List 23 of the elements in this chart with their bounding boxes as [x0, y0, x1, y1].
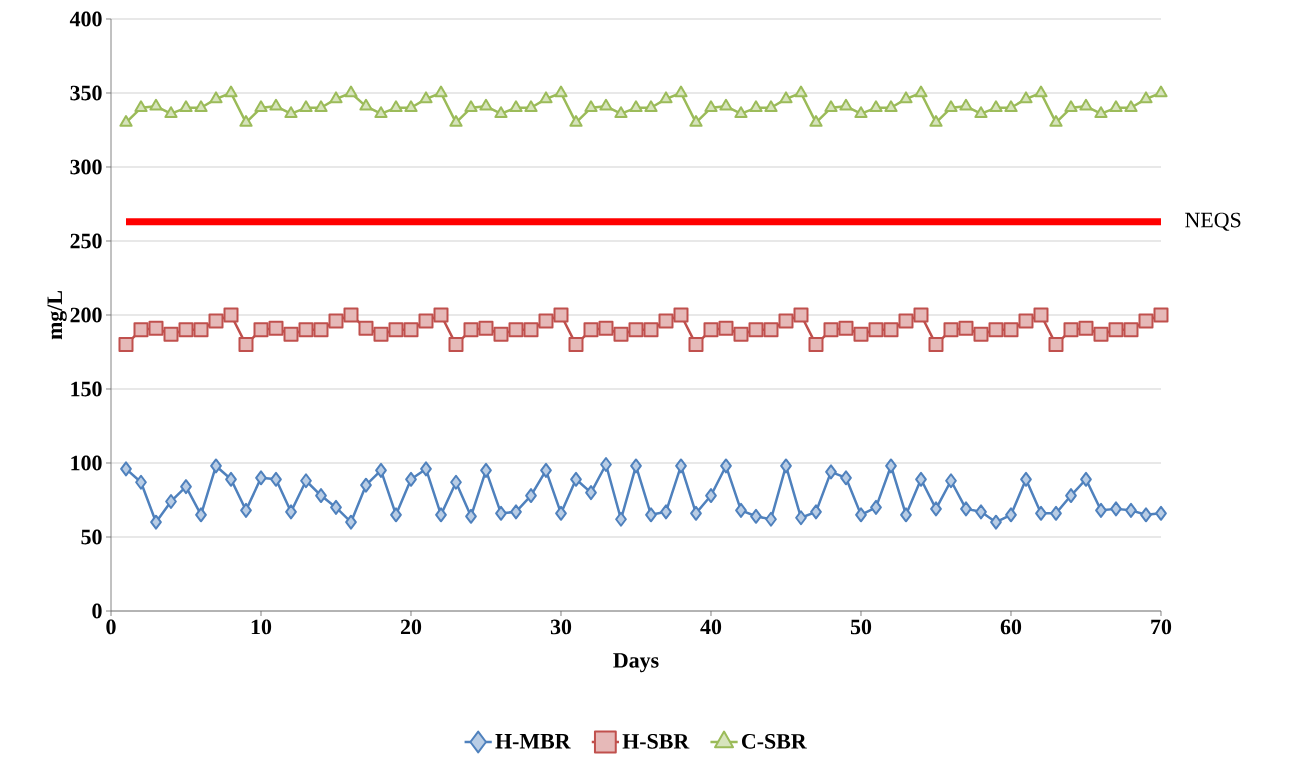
y-tick-label: 200: [70, 307, 102, 323]
x-tick-label: 40: [700, 619, 722, 635]
x-tick-label: 0: [106, 619, 116, 635]
y-tick-label: 300: [70, 159, 102, 175]
y-tick-label: 50: [81, 529, 102, 545]
y-tick-label: 350: [70, 85, 102, 101]
legend-label: C-SBR: [741, 733, 807, 749]
y-axis-title: mg/L: [47, 290, 67, 340]
x-tick-label: 50: [850, 619, 872, 635]
y-tick-label: 100: [71, 455, 102, 471]
x-axis-title: Days: [613, 653, 659, 673]
x-tick-label: 20: [400, 619, 422, 635]
y-tick-label: 400: [69, 11, 102, 27]
y-tick-label: 150: [71, 381, 102, 397]
ref-line-label: NEQS: [1185, 212, 1241, 231]
y-tick-label: 250: [70, 233, 102, 249]
x-tick-label: 30: [550, 619, 572, 635]
x-tick-label: 60: [1000, 619, 1022, 635]
legend-label: H-SBR: [622, 733, 690, 749]
legend-label: H-MBR: [495, 734, 571, 749]
y-tick-label: 0: [92, 603, 102, 619]
x-tick-label: 10: [251, 619, 272, 635]
x-tick-label: 70: [1151, 619, 1172, 635]
